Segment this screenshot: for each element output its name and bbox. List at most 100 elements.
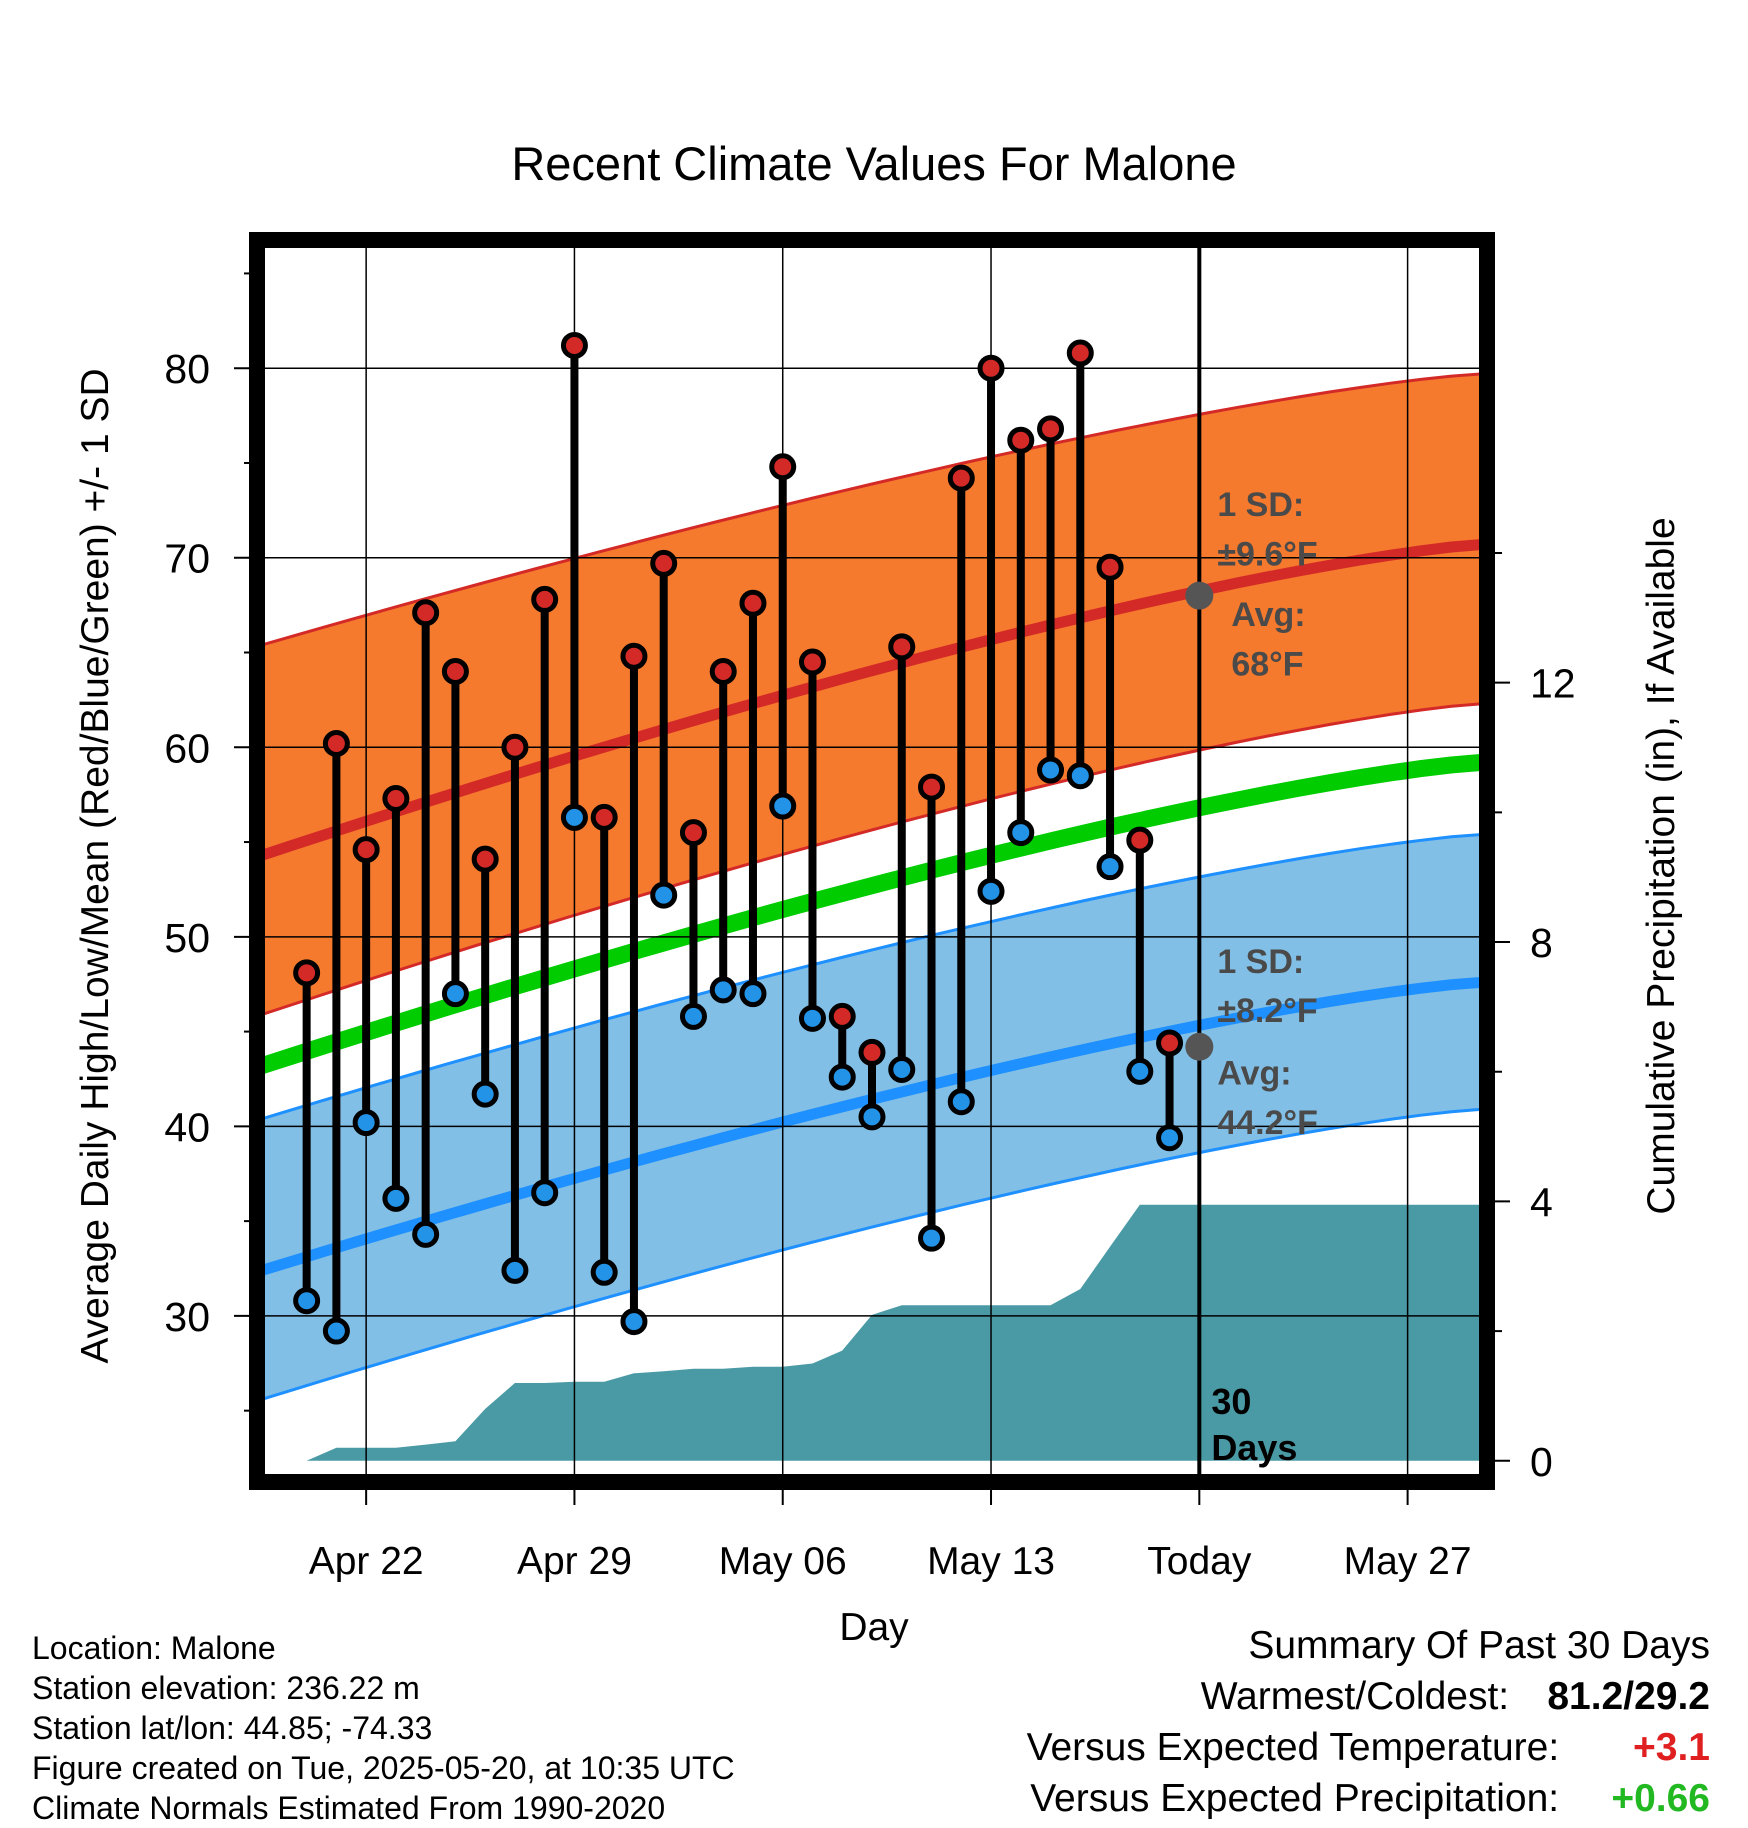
daily-low-point [650,881,678,909]
daily-low-point [620,1308,648,1336]
y-tick-label: 50 [164,915,210,961]
daily-high-point [382,784,410,812]
daily-low-point [560,803,588,831]
x-tick-label: Apr 29 [517,1540,632,1583]
daily-low-point [798,1004,826,1032]
daily-high-point [650,549,678,577]
daily-high-point [1156,1029,1184,1057]
daily-high-point [501,733,529,761]
daily-high-point [828,1002,856,1030]
temp-value: +3.1 [1633,1726,1710,1769]
daily-high-point [888,633,916,661]
daily-high-point [1007,426,1035,454]
low-avg-value: 44.2°F [1217,1104,1318,1142]
precip-value: +0.66 [1611,1777,1710,1820]
daily-high-point [293,959,321,987]
high-sd-upper-line [261,372,1483,647]
y-tick-label: 30 [164,1294,210,1340]
daily-low-point [441,980,469,1008]
daily-low-point [1037,756,1065,784]
daily-high-point [441,657,469,685]
low-sd-label: 1 SD: [1217,943,1304,981]
temp-label: Versus Expected Temperature: [1026,1726,1560,1769]
latlon-text: Station lat/lon: 44.85; -74.33 [32,1710,433,1746]
high-sd-value: ±9.6°F [1217,535,1317,573]
daily-low-point [352,1109,380,1137]
daily-low-point [322,1317,350,1345]
y2-tick-label: 4 [1530,1179,1553,1225]
daily-low-point [531,1179,559,1207]
daily-low-point [382,1184,410,1212]
y-axis-label: Average Daily High/Low/Mean (Red/Blue/Gr… [74,368,117,1363]
high-sd-lower-line [261,702,1483,1016]
daily-low-point [590,1258,618,1286]
y-tick-label: 60 [164,725,210,771]
y2-axis-label: Cumulative Precipitation (in), If Availa… [1640,517,1683,1214]
high-avg-value: 68°F [1231,645,1303,683]
location-text: Location: Malone [32,1630,276,1666]
warmest-label: Warmest/Coldest: [1200,1675,1510,1718]
daily-high-point [918,773,946,801]
daily-low-point [1007,819,1035,847]
daily-low-point [293,1287,321,1315]
daily-low-point [1066,762,1094,790]
plot-frame [249,232,1495,1490]
daily-low-point [828,1063,856,1091]
daily-high-point [858,1038,886,1066]
daily-low-point [769,792,797,820]
daily-low-point [1156,1124,1184,1152]
x-tick-label: Apr 22 [309,1540,424,1583]
y-tick-label: 70 [164,536,210,582]
daily-low-point [947,1088,975,1116]
daily-high-point [322,729,350,757]
daily-low-point [709,976,737,1004]
daily-high-point [471,845,499,873]
daily-low-point [1096,853,1124,881]
daily-high-point [1037,415,1065,443]
low-sd-lower-line [261,1107,1483,1401]
normals-text: Climate Normals Estimated From 1990-2020 [32,1790,666,1826]
daily-high-point [620,642,648,670]
daily-high-point [709,657,737,685]
daily-high-point [769,453,797,481]
y-tick-label: 40 [164,1104,210,1150]
daily-low-point [977,877,1005,905]
summary-panel: Summary Of Past 30 Days Warmest/Coldest:… [1027,1620,1710,1824]
daily-high-point [560,331,588,359]
chart-title: Recent Climate Values For Malone [511,137,1236,190]
daily-high-point [412,599,440,627]
daily-low-point [739,980,767,1008]
high-normal-line [260,539,1483,861]
today-low-avg-marker [1185,1032,1214,1061]
precip-area [276,1204,1482,1461]
elevation-text: Station elevation: 236.22 m [32,1670,420,1706]
station-info: Location: Malone Station elevation: 236.… [32,1628,735,1828]
high-avg-label: Avg: [1231,596,1305,634]
low-avg-label: Avg: [1217,1055,1291,1093]
y2-tick-label: 0 [1530,1439,1553,1485]
temp-row: Versus Expected Temperature: +3.1 [1027,1722,1710,1773]
daily-high-point [679,819,707,847]
high-sd-label: 1 SD: [1217,486,1304,524]
daily-low-point [858,1103,886,1131]
x-axis-label: Day [839,1606,909,1649]
precip-label: Versus Expected Precipitation: [1030,1777,1560,1820]
created-text: Figure created on Tue, 2025-05-20, at 10… [32,1750,735,1786]
low-sd-value: ±8.2°F [1217,992,1317,1030]
daily-high-point [947,464,975,492]
precip-row: Versus Expected Precipitation: +0.66 [1027,1773,1710,1824]
daily-high-point [352,836,380,864]
low-sd-upper-line [261,833,1483,1121]
daily-high-point [531,585,559,613]
days-word-label: Days [1211,1427,1297,1468]
daily-high-point [739,589,767,617]
daily-high-point [977,354,1005,382]
plot-area: 1 SD: ±9.6°F Avg: 68°F 1 SD: ±8.2°F Avg: 44.2°F… [164,232,1576,1583]
daily-low-point [501,1256,529,1284]
x-tick-label: May 13 [927,1540,1055,1583]
x-tick-label: May 06 [719,1540,847,1583]
x-tick-label: Today [1147,1540,1252,1583]
daily-low-point [888,1055,916,1083]
y2-tick-label: 12 [1530,661,1576,707]
